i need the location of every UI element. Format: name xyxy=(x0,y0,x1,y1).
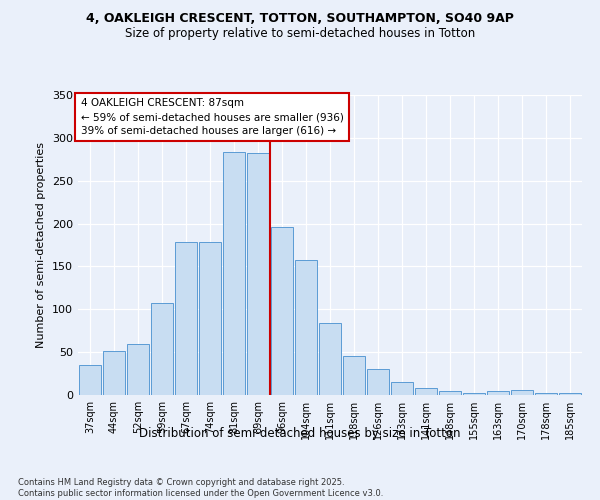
Bar xyxy=(127,344,149,395)
Bar xyxy=(175,242,197,395)
Bar xyxy=(343,356,365,395)
Bar xyxy=(487,390,509,395)
Bar xyxy=(103,352,125,395)
Bar xyxy=(319,323,341,395)
Bar xyxy=(535,394,557,395)
Bar xyxy=(223,152,245,395)
Bar xyxy=(439,390,461,395)
Bar xyxy=(559,394,581,395)
Text: Distribution of semi-detached houses by size in Totton: Distribution of semi-detached houses by … xyxy=(139,428,461,440)
Bar xyxy=(247,154,269,395)
Bar xyxy=(367,370,389,395)
Bar xyxy=(151,304,173,395)
Bar xyxy=(79,365,101,395)
Text: 4 OAKLEIGH CRESCENT: 87sqm
← 59% of semi-detached houses are smaller (936)
39% o: 4 OAKLEIGH CRESCENT: 87sqm ← 59% of semi… xyxy=(80,98,343,136)
Bar xyxy=(295,260,317,395)
Text: Size of property relative to semi-detached houses in Totton: Size of property relative to semi-detach… xyxy=(125,28,475,40)
Bar xyxy=(271,227,293,395)
Bar xyxy=(199,242,221,395)
Bar xyxy=(391,382,413,395)
Bar xyxy=(463,394,485,395)
Text: Contains HM Land Registry data © Crown copyright and database right 2025.
Contai: Contains HM Land Registry data © Crown c… xyxy=(18,478,383,498)
Y-axis label: Number of semi-detached properties: Number of semi-detached properties xyxy=(37,142,46,348)
Bar xyxy=(415,388,437,395)
Bar xyxy=(511,390,533,395)
Text: 4, OAKLEIGH CRESCENT, TOTTON, SOUTHAMPTON, SO40 9AP: 4, OAKLEIGH CRESCENT, TOTTON, SOUTHAMPTO… xyxy=(86,12,514,26)
